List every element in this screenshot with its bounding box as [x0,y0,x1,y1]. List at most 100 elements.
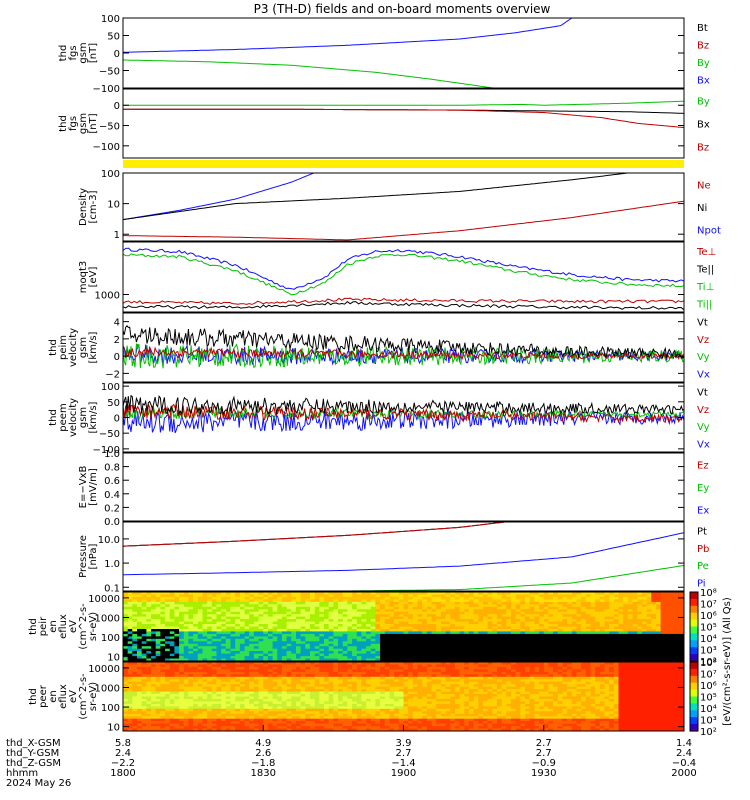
peir-heatmap-cell [155,624,161,628]
peir-heatmap-cell [394,643,400,647]
peir-heatmap-cell [562,592,568,596]
peer-heatmap-cell [267,699,274,703]
peer-heatmap-cell [188,676,194,680]
peir-heatmap-cell [137,658,143,661]
peir-heatmap-cell [501,631,507,635]
peir-heatmap-cell [641,599,648,603]
peir-heatmap-cell [253,651,260,655]
peer-heatmap-cell [300,679,306,683]
peir-heatmap-cell [529,636,535,640]
peir-heatmap-cell [300,614,306,618]
peir-heatmap-cell [165,606,171,610]
peir-heatmap-cell [361,638,367,642]
peir-heatmap-cell [660,629,666,633]
peir-heatmap-cell [408,626,414,630]
efield-ytick-label: 0.2 [104,503,120,514]
peir-heatmap-cell [300,638,306,642]
peir-heatmap-cell [417,592,423,596]
peir-heatmap-cell [394,616,400,620]
peir-heatmap-cell [193,646,199,650]
peir-heatmap-cell [286,592,292,596]
peir-heatmap-cell [511,621,517,625]
peer-heatmap-cell [174,699,180,703]
peer-heatmap-cell [127,686,133,690]
peir-heatmap-cell [356,609,363,613]
peir-heatmap-cell [207,641,213,645]
peir-heatmap-cell [141,631,147,635]
peir-heatmap-cell [590,611,596,615]
peir-heatmap-cell [604,619,610,623]
peer-heatmap-cell [314,684,320,688]
peir-heatmap-cell [511,616,517,620]
peir-heatmap-cell [581,633,587,637]
peir-heatmap-cell [151,631,157,635]
peir-heatmap-cell [132,633,138,637]
peir-heatmap-cell [155,599,161,603]
peim_velocity-legend-Vy: Vy [697,352,710,363]
peir-heatmap-cell [567,651,573,655]
peir-heatmap-cell [501,609,507,613]
peer-heatmap-cell [141,703,147,707]
peir-heatmap-cell [216,643,222,647]
peir-heatmap-cell [525,624,531,628]
peir-heatmap-cell [665,616,671,620]
peir-heatmap-cell [333,594,339,598]
peer-heatmap-cell [146,696,152,700]
peir-heatmap-cell [454,646,461,650]
peir-heatmap-cell [160,616,166,620]
peer-heatmap-cell [342,726,348,730]
peir-heatmap-cell [221,646,227,650]
peer-heatmap-cell [197,723,204,727]
peir-heatmap-cell [431,601,437,605]
peir-heatmap-cell [562,621,568,625]
peir-heatmap-cell [627,638,634,642]
peir-heatmap-cell [398,626,405,630]
peir-heatmap-cell [174,653,180,657]
peir-heatmap-cell [520,641,526,645]
peir-heatmap-cell [665,599,671,603]
peir-heatmap-cell [127,656,133,660]
peir-heatmap-cell [422,646,428,650]
peir-heatmap-cell [342,633,348,637]
peer-heatmap-cell [347,706,353,710]
peir-heatmap-cell [655,648,662,652]
peir-heatmap-cell [454,641,461,645]
peir-heatmap-cell [412,596,419,600]
fgs_gsm-series-Bx [122,17,573,53]
peer-heatmap-cell [281,721,288,725]
peir-heatmap-cell [310,609,316,613]
peir-heatmap-cell [431,616,437,620]
peir-heatmap-cell [361,599,367,603]
peir-heatmap-cell [235,624,241,628]
peir-heatmap-cell [618,653,624,657]
peir-heatmap-cell [375,643,381,647]
peer-heatmap-cell [202,686,208,690]
peir-heatmap-cell [445,629,451,633]
peir-heatmap-cell [492,631,498,635]
peir-heatmap-cell [179,631,185,635]
peir-heatmap-cell [604,653,610,657]
peir-heatmap-cell [132,648,138,652]
peir-heatmap-cell [347,621,353,625]
peir-heatmap-cell [207,592,213,596]
peir-heatmap-cell [305,629,311,633]
peir-heatmap-cell [235,648,241,652]
peer-heatmap-cell [141,723,147,727]
peir-heatmap-cell [272,614,278,618]
peir-heatmap-cell [408,624,414,628]
peir-heatmap-cell [655,619,662,623]
peir-heatmap-cell [632,592,638,596]
peir-heatmap-cell [511,611,517,615]
peir-heatmap-cell [543,594,550,598]
peir-heatmap-cell [651,604,657,608]
peir-heatmap-cell [539,643,545,647]
peer-heatmap-cell [146,716,152,720]
peer-heatmap-cell [314,718,320,722]
peir-heatmap-cell [637,611,643,615]
peir-heatmap-cell [291,648,297,652]
peer-heatmap-cell [338,679,344,683]
peir-heatmap-cell [151,626,157,630]
peer-heatmap-cell [296,696,302,700]
peir-heatmap-cell [272,611,278,615]
